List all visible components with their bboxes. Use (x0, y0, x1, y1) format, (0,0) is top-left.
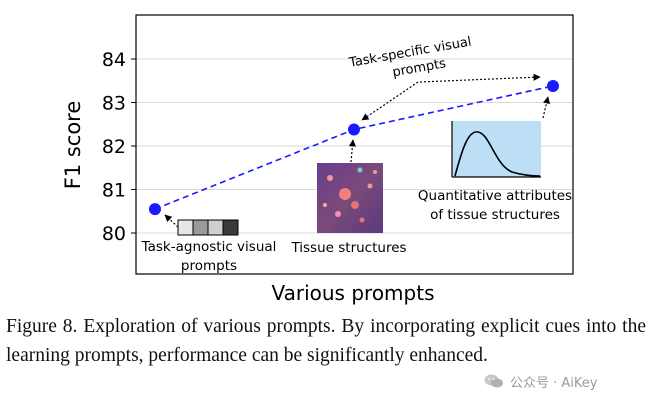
series-line (149, 79, 559, 216)
tissue-image-icon (317, 163, 383, 233)
ytick-label-81: 81 (102, 180, 126, 202)
wechat-icon (484, 373, 504, 389)
annotation-quantitative-line2: of tissue structures (430, 207, 560, 223)
ytick-label-83: 83 (102, 93, 126, 115)
ytick-label-82: 82 (102, 136, 126, 158)
annotation-task-agnostic-line2: prompts (181, 258, 237, 274)
watermark-text: 公众号 · AiKey (510, 375, 598, 391)
data-point-1 (348, 123, 360, 136)
arrow-task-agnostic (164, 214, 179, 228)
arrow-task-specific-right (419, 73, 541, 83)
annotation-task-agnostic-line1: Task-agnostic visual (141, 239, 277, 255)
arrow-tissue (348, 139, 356, 163)
annotation-quantitative-line1: Quantitative attributes (418, 188, 572, 204)
distribution-curve-icon (451, 121, 541, 178)
arrow-quantitative (542, 96, 551, 119)
ytick-label-84: 84 (102, 49, 126, 71)
y-axis-ticks: 80 81 82 83 84 (102, 49, 136, 245)
x-axis-label: Various prompts (271, 281, 434, 305)
plot-frame (135, 14, 574, 275)
y-axis-label: F1 score (61, 101, 85, 190)
arrow-task-specific-left (361, 81, 419, 121)
ytick-label-80: 80 (102, 223, 126, 245)
watermark: 公众号 · AiKey (484, 370, 597, 392)
data-point-2 (547, 79, 559, 92)
data-point-0 (149, 203, 161, 216)
figure-caption: Figure 8. Exploration of various prompts… (6, 316, 646, 366)
annotation-tissue: Tissue structures (290, 240, 406, 256)
grayscale-squares-icon (177, 219, 239, 236)
